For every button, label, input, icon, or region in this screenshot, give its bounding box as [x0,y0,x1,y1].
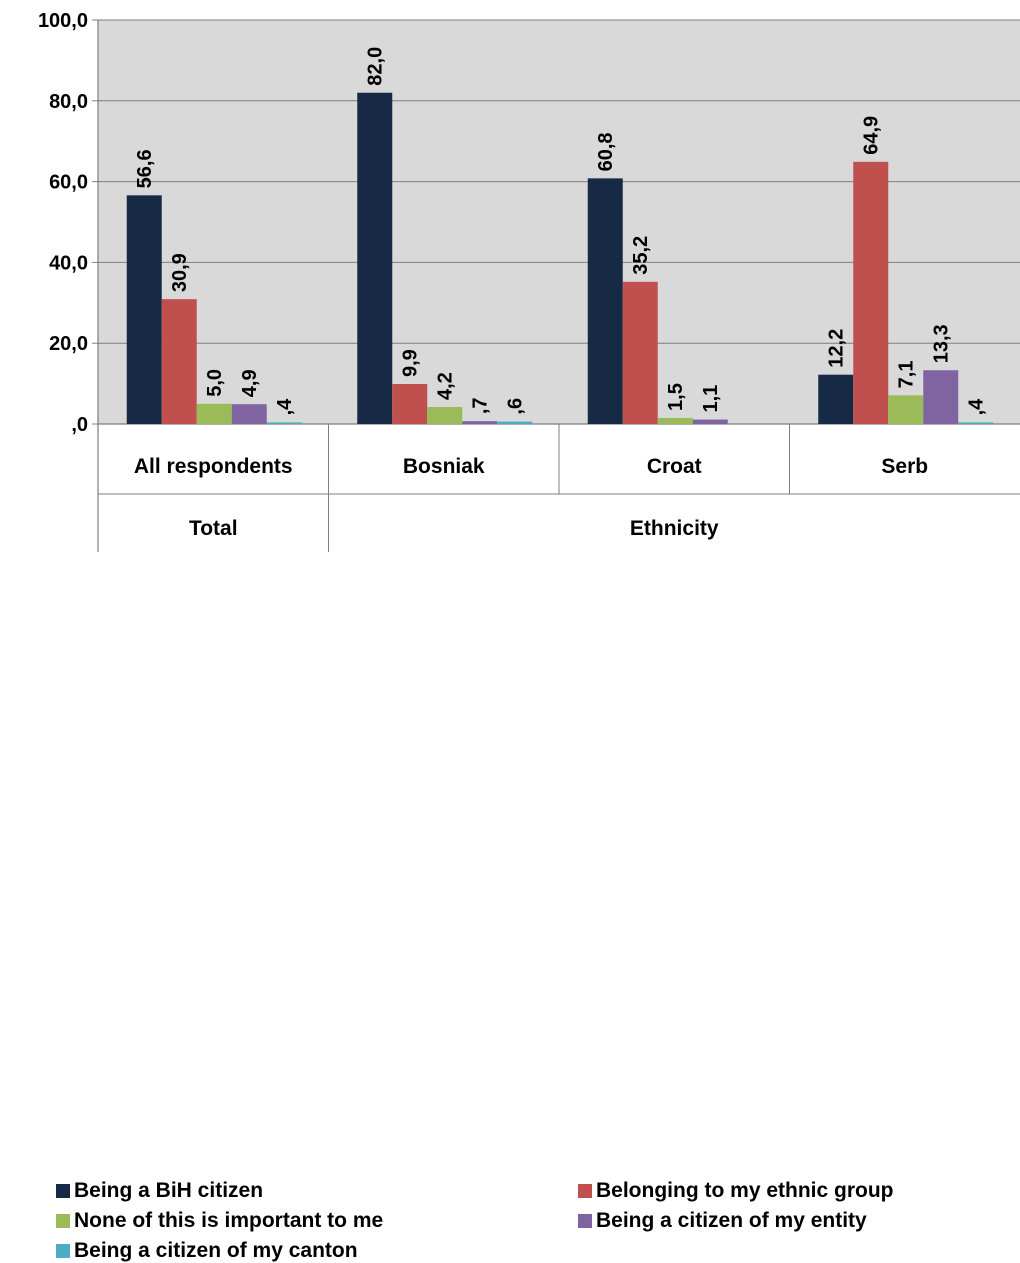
legend-label: Being a BiH citizen [74,1179,264,1202]
data-label: ,4 [966,398,988,416]
bar [692,419,728,424]
bar [392,384,428,424]
bar [161,299,197,424]
data-label: 1,5 [665,383,687,411]
data-label: 5,0 [204,369,226,397]
bar [266,422,302,424]
data-label: 4,2 [435,372,457,400]
data-label: ,7 [470,397,492,414]
bar [196,403,232,424]
bar [622,281,658,424]
data-label: 1,1 [700,385,722,413]
legend-item: None of this is important to me [56,1209,383,1233]
legend-swatch [56,1184,70,1198]
group-label: Ethnicity [630,517,719,540]
legend-label: Being a citizen of my entity [596,1209,867,1232]
data-label: 13,3 [931,324,953,363]
legend-item: Being a citizen of my canton [56,1239,358,1263]
data-label: ,4 [274,398,296,416]
data-label: ,6 [505,398,527,415]
category-label: Serb [881,455,928,478]
legend-item: Being a BiH citizen [56,1179,263,1203]
category-label: Croat [647,455,702,478]
group-label: Total [189,517,238,540]
bar [853,161,889,424]
legend-label: None of this is important to me [74,1209,384,1232]
data-label: 4,9 [239,369,261,397]
data-label: 82,0 [365,47,387,86]
data-label: 64,9 [861,116,883,155]
legend-label: Being a citizen of my canton [74,1239,358,1262]
bar [462,421,498,424]
category-label: All respondents [134,455,293,478]
bar-chart-svg: ,0 20,0 40,0 60,0 80,0 100,0 56,6 30,9 5,0 4,9 ,4 A… [38,10,1020,552]
chart: ,0 20,0 40,0 60,0 80,0 100,0 56,6 30,9 5,0 4,9 ,4 A… [38,10,1020,1262]
bar [657,417,693,424]
y-tick-label: 40,0 [49,252,88,274]
legend-item: Belonging to my ethnic group [578,1179,894,1203]
bar [357,92,393,424]
data-label: 35,2 [630,236,652,275]
legend-swatch [578,1214,592,1228]
data-label: 30,9 [169,253,191,292]
legend-item: Being a citizen of my entity [578,1209,867,1233]
data-label: 60,8 [595,132,617,171]
bar [958,422,994,424]
data-label: 9,9 [400,349,422,377]
category-label: Bosniak [403,455,485,478]
legend-swatch [56,1244,70,1258]
y-tick-label: 100,0 [38,10,88,32]
data-label: 7,1 [896,361,918,389]
y-tick-label: 20,0 [49,333,88,355]
data-label: 56,6 [134,149,156,188]
bar [923,370,959,424]
y-tick-label: 60,0 [49,172,88,194]
legend-label: Belonging to my ethnic group [596,1179,894,1202]
bar [126,195,162,424]
legend-swatch [578,1184,592,1198]
bar [888,395,924,424]
data-label: 12,2 [826,329,848,368]
bar [587,178,623,424]
y-tick-label: 80,0 [49,91,88,113]
legend-swatch [56,1214,70,1228]
y-tick-label: ,0 [71,414,88,436]
bar [818,374,854,424]
bar [427,407,463,424]
bar [231,404,267,424]
bar [497,421,533,424]
